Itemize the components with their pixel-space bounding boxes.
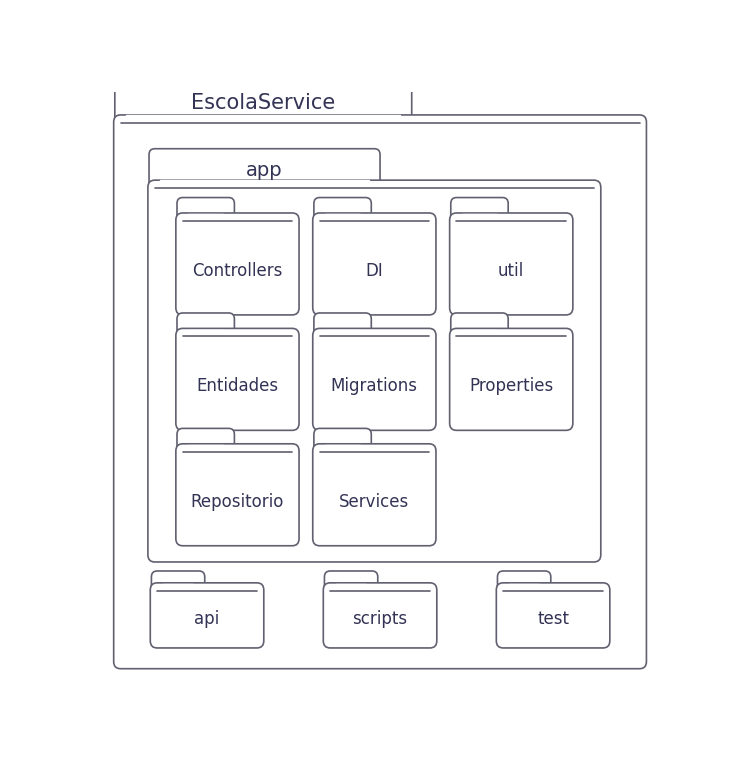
FancyBboxPatch shape <box>313 213 436 315</box>
Bar <box>325 445 360 451</box>
Text: Properties: Properties <box>469 377 553 395</box>
FancyBboxPatch shape <box>177 428 234 457</box>
Text: Entidades: Entidades <box>197 377 278 395</box>
Bar <box>325 330 360 336</box>
Text: app: app <box>247 162 283 180</box>
FancyBboxPatch shape <box>313 328 436 430</box>
FancyBboxPatch shape <box>450 213 573 315</box>
Text: DI: DI <box>366 262 383 280</box>
FancyBboxPatch shape <box>176 213 299 315</box>
Bar <box>336 584 367 590</box>
Text: api: api <box>194 611 219 628</box>
Bar <box>462 330 497 336</box>
FancyBboxPatch shape <box>450 198 508 226</box>
Bar <box>462 214 497 220</box>
Bar <box>188 330 223 336</box>
FancyBboxPatch shape <box>314 428 371 457</box>
Text: Services: Services <box>339 493 409 511</box>
FancyBboxPatch shape <box>150 583 263 648</box>
FancyBboxPatch shape <box>177 313 234 341</box>
FancyBboxPatch shape <box>314 313 371 341</box>
Bar <box>160 180 369 187</box>
FancyBboxPatch shape <box>498 571 551 596</box>
Bar <box>325 214 360 220</box>
FancyBboxPatch shape <box>450 313 508 341</box>
FancyBboxPatch shape <box>115 78 411 128</box>
Text: EscolaService: EscolaService <box>191 92 336 112</box>
Bar <box>188 214 223 220</box>
Text: util: util <box>498 262 524 280</box>
FancyBboxPatch shape <box>325 571 378 596</box>
Text: scripts: scripts <box>353 611 408 628</box>
FancyBboxPatch shape <box>313 444 436 546</box>
FancyBboxPatch shape <box>177 198 234 226</box>
FancyBboxPatch shape <box>323 583 436 648</box>
Text: test: test <box>537 611 569 628</box>
Bar <box>188 445 223 451</box>
FancyBboxPatch shape <box>314 198 371 226</box>
FancyBboxPatch shape <box>152 571 205 596</box>
FancyBboxPatch shape <box>149 149 380 193</box>
Bar <box>127 116 400 122</box>
FancyBboxPatch shape <box>113 115 646 668</box>
FancyBboxPatch shape <box>450 328 573 430</box>
Text: Repositorio: Repositorio <box>191 493 284 511</box>
FancyBboxPatch shape <box>176 444 299 546</box>
FancyBboxPatch shape <box>496 583 610 648</box>
FancyBboxPatch shape <box>148 180 601 562</box>
Text: Controllers: Controllers <box>192 262 283 280</box>
Bar <box>509 584 539 590</box>
FancyBboxPatch shape <box>176 328 299 430</box>
Text: Migrations: Migrations <box>331 377 418 395</box>
Bar <box>163 584 194 590</box>
